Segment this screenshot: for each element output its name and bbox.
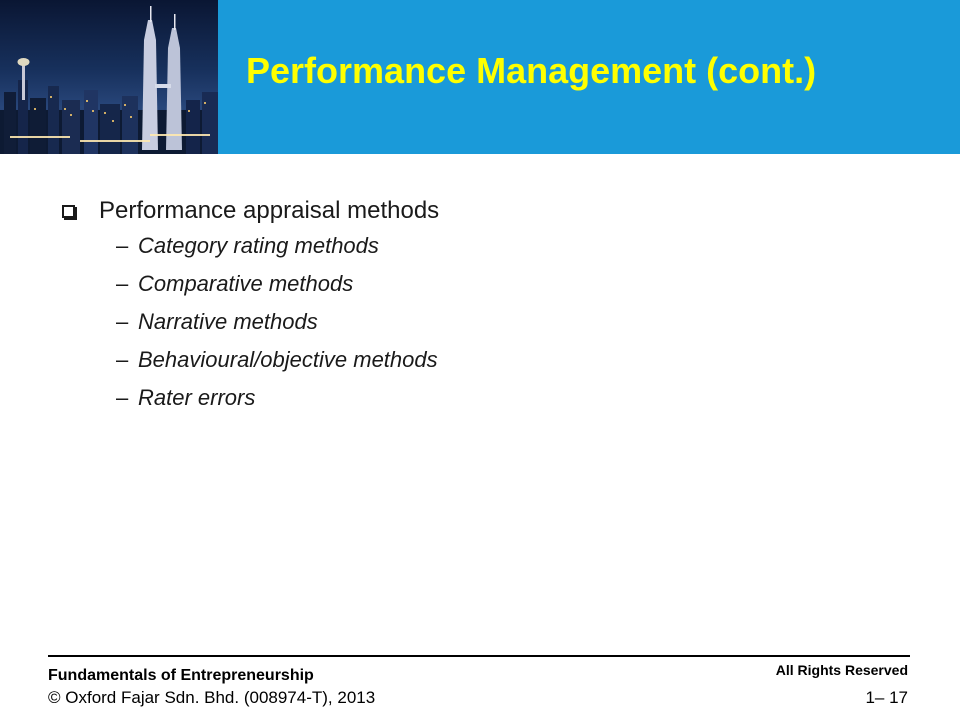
bullet-list: Performance appraisal methods – Category…: [62, 195, 439, 423]
sub-bullet: – Rater errors: [62, 385, 439, 423]
sub-bullet-text: Category rating methods: [138, 233, 379, 258]
dash-marker: –: [116, 347, 129, 372]
footer-copyright: © Oxford Fajar Sdn. Bhd. (008974-T), 201…: [48, 688, 376, 707]
sub-bullet: – Comparative methods: [62, 271, 439, 309]
dash-marker: –: [116, 385, 129, 410]
dash-marker: –: [116, 309, 129, 334]
main-bullet-text: Performance appraisal methods: [99, 197, 440, 224]
main-bullet: Performance appraisal methods: [62, 195, 439, 227]
sub-bullet: – Behavioural/objective methods: [62, 347, 439, 385]
footer-rights: All Rights Reserved: [775, 662, 908, 678]
sub-bullet: – Narrative methods: [62, 309, 439, 347]
slide-title: Performance Management (cont.): [246, 50, 817, 91]
city-skyline-image: [0, 0, 218, 154]
footer-book-title: Fundamentals of Entrepreneurship: [48, 667, 314, 684]
footer-divider: [48, 655, 910, 657]
sub-bullet-text: Comparative methods: [138, 271, 354, 296]
sub-bullet: – Category rating methods: [62, 233, 439, 271]
sub-bullet-text: Rater errors: [138, 385, 256, 410]
dash-marker: –: [116, 233, 129, 258]
sub-bullet-text: Behavioural/objective methods: [138, 347, 438, 372]
square-bullet-icon: [62, 204, 75, 218]
sub-bullet-text: Narrative methods: [138, 309, 318, 334]
dash-marker: –: [116, 271, 129, 296]
footer-page-number: 1– 17: [865, 688, 908, 707]
